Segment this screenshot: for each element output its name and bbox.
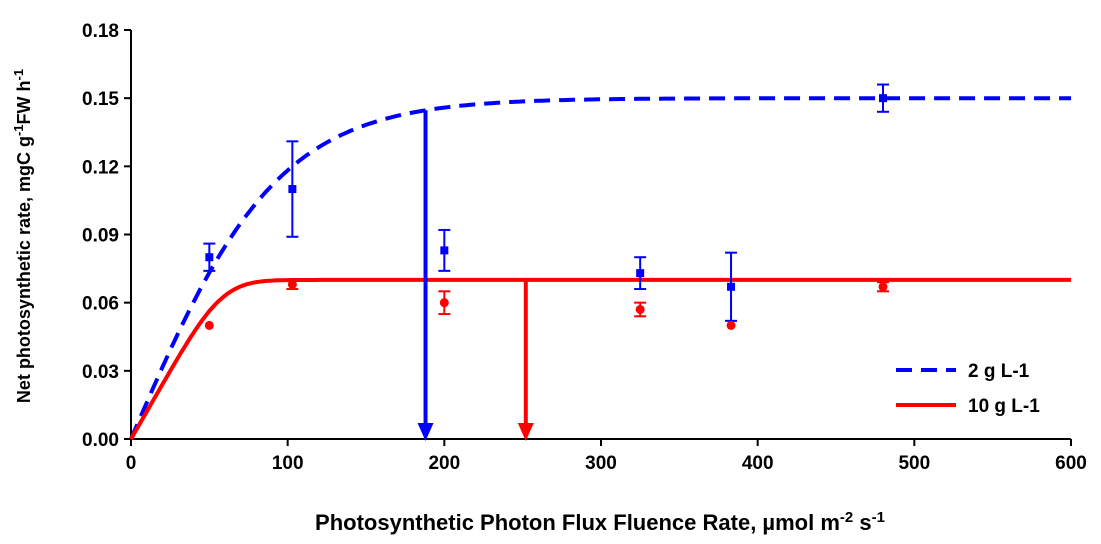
data-point-10g [287, 279, 297, 289]
data-point-2g [879, 94, 887, 103]
x-tick-label: 300 [585, 453, 617, 474]
y-tick-label: 0.03 [82, 362, 119, 383]
y-ticks: 0.00 0.03 0.06 0.09 0.12 0.15 0.18 [82, 21, 131, 451]
data-point-2g [288, 185, 297, 194]
data-point-2g [440, 246, 449, 255]
y-axis-title: Net photosynthetic rate, mgC g-1FW h-1 [11, 69, 34, 403]
error-bars [203, 83, 889, 322]
x-tick-label: 600 [1055, 453, 1087, 474]
fit-curves [129, 96, 1071, 440]
y-tick-label: 0.06 [82, 294, 119, 315]
data-point-10g [204, 320, 214, 330]
x-tick-label: 0 [126, 453, 137, 474]
x-tick-label: 200 [428, 453, 460, 474]
x-tick-label: 400 [742, 453, 774, 474]
data-points [204, 94, 888, 330]
y-tick-label: 0.12 [82, 157, 119, 178]
x-tick-label: 100 [272, 453, 304, 474]
y-tick-label: 0.18 [82, 21, 119, 42]
y-tick-label: 0.09 [82, 226, 119, 247]
data-point-10g [726, 320, 736, 330]
x-ticks: 0 100 200 300 400 500 600 [126, 439, 1087, 474]
data-point-2g [727, 282, 736, 291]
legend-label-10g: 10 g L-1 [968, 396, 1040, 417]
data-point-10g [635, 304, 645, 314]
fit-curve-10g [129, 277, 1071, 440]
threshold-arrow-head [517, 423, 534, 441]
legend: 2 g L-1 10 g L-1 [896, 361, 1040, 417]
threshold-arrow-head [417, 423, 434, 441]
y-tick-label: 0.15 [82, 89, 119, 110]
data-point-10g [878, 282, 888, 292]
axes [130, 30, 1071, 440]
x-axis-title: Photosynthetic Photon Flux Fluence Rate,… [315, 509, 885, 535]
y-tick-label: 0.00 [82, 430, 119, 451]
threshold-arrows [417, 110, 534, 441]
fit-curve-2g [129, 96, 1071, 440]
data-point-2g [636, 269, 645, 278]
x-tick-label: 500 [898, 453, 930, 474]
data-point-2g [205, 253, 214, 262]
data-point-10g [439, 298, 449, 308]
legend-label-2g: 2 g L-1 [968, 361, 1030, 382]
